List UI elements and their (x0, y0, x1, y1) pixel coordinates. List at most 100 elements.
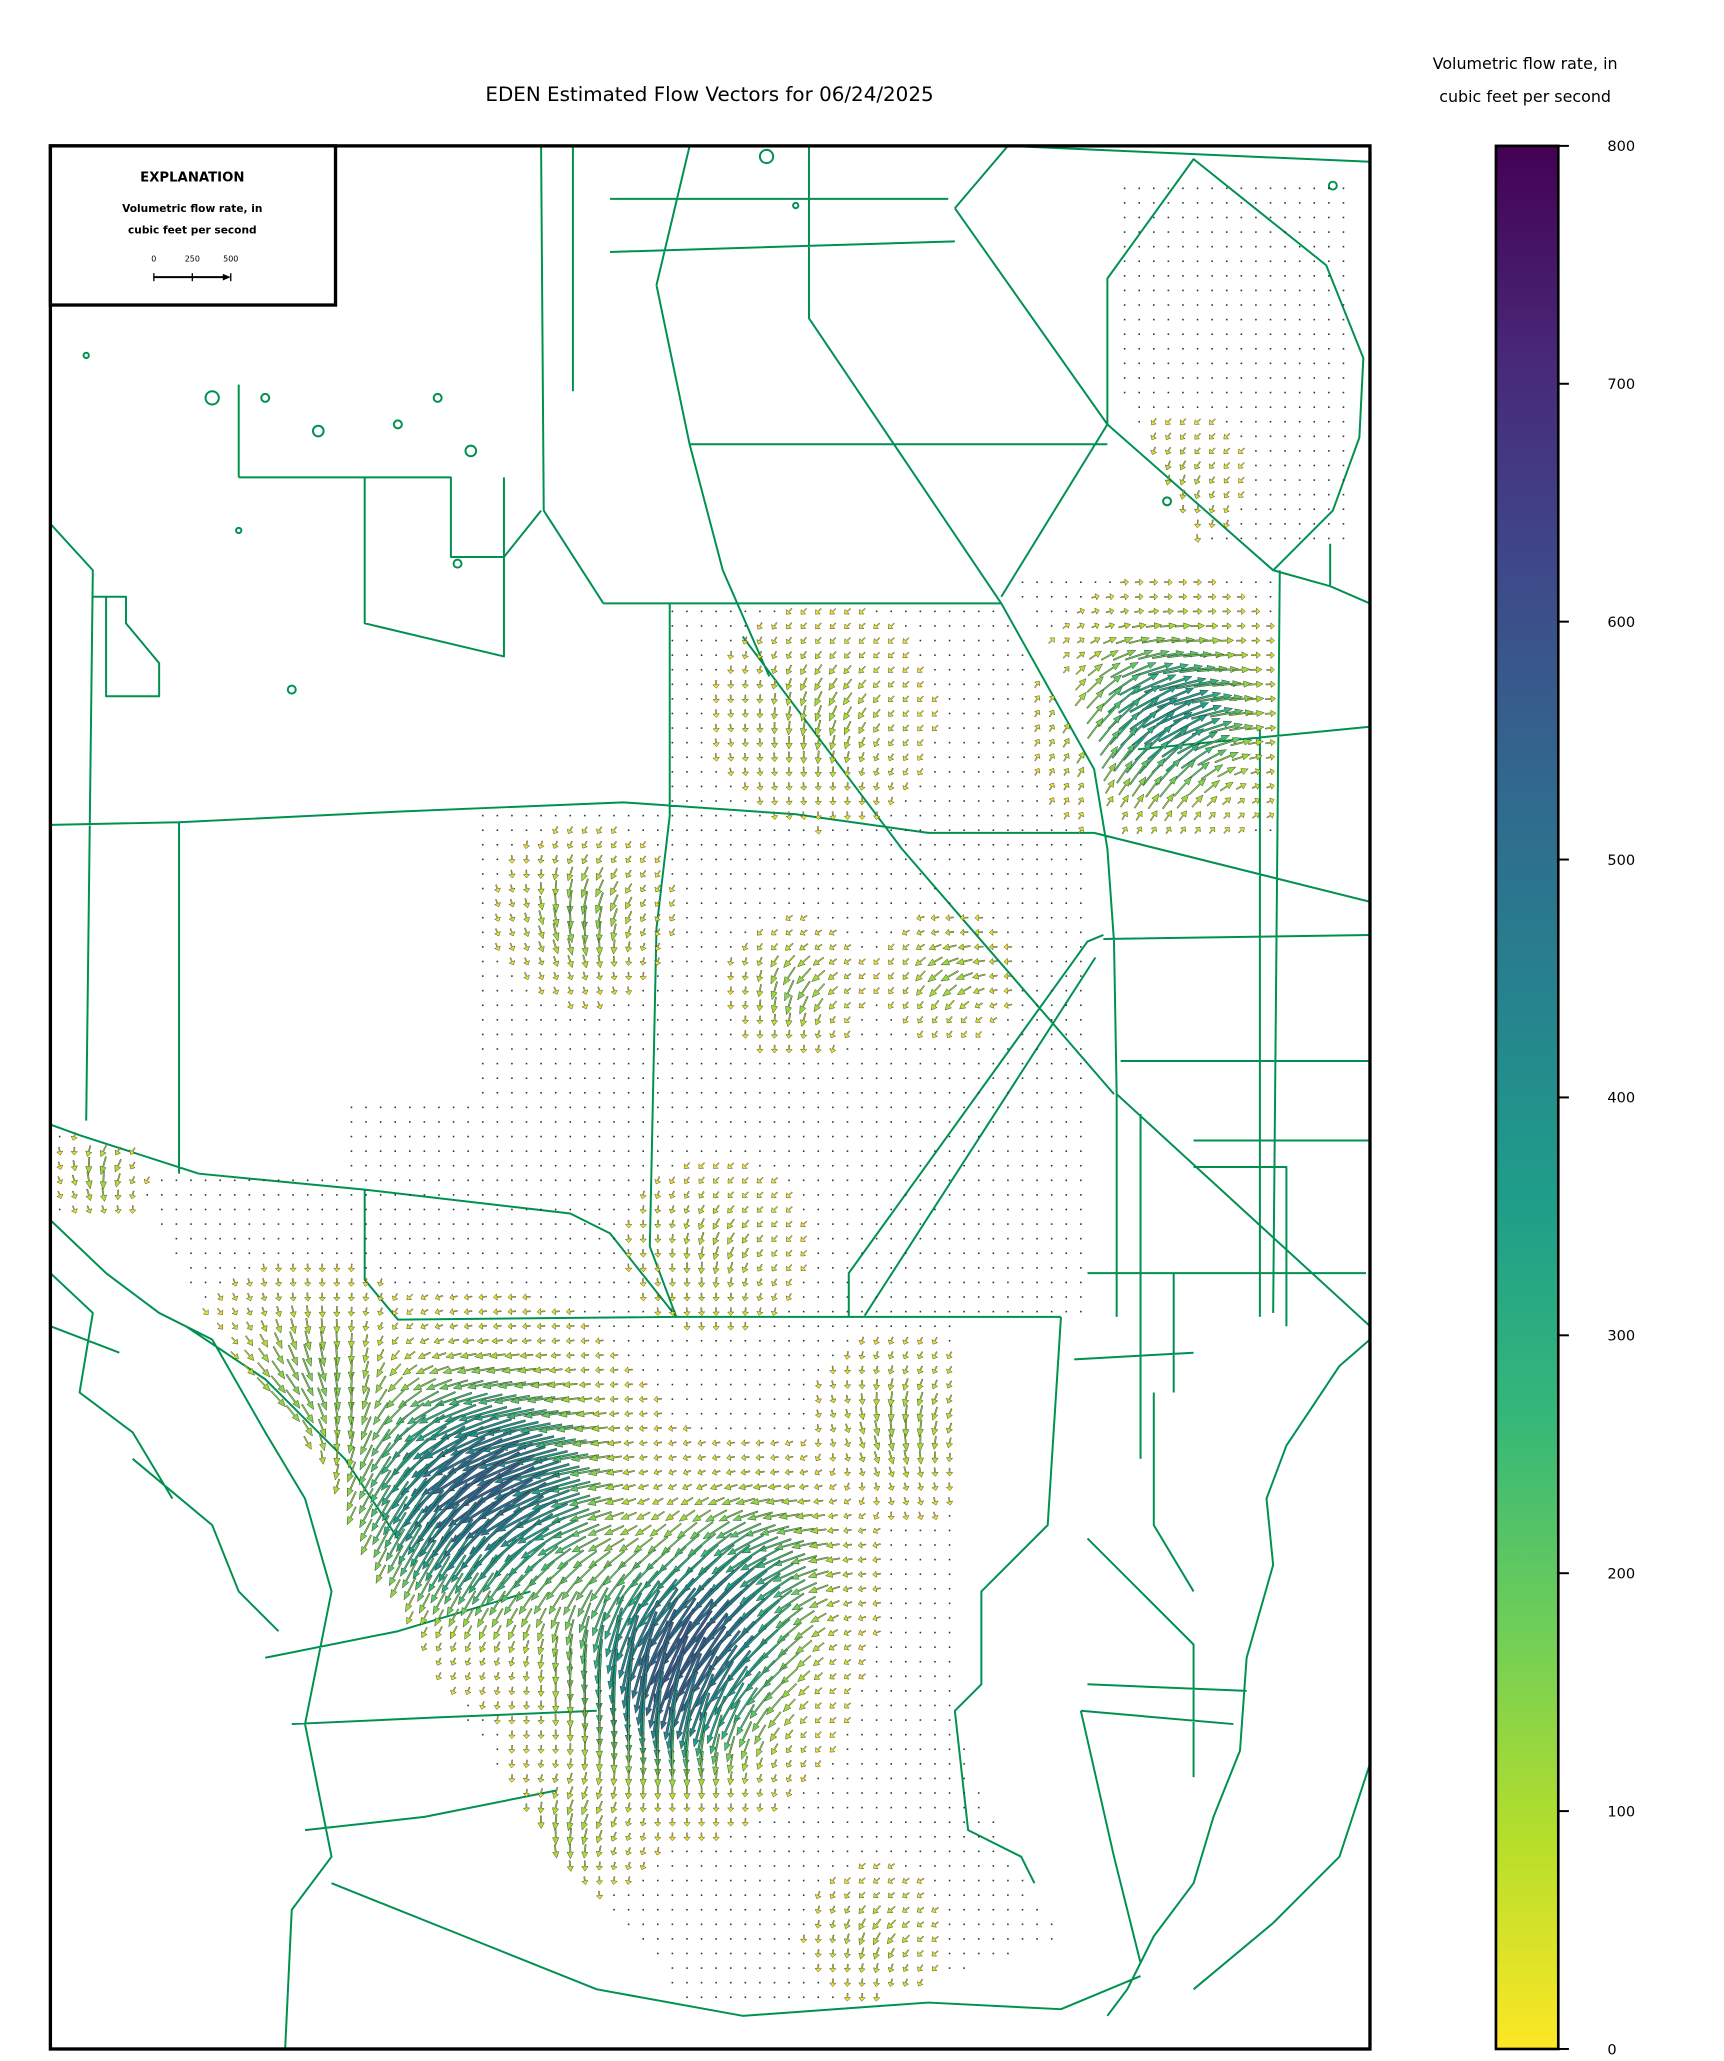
flow-dot (306, 1237, 309, 1240)
flow-dot (963, 1908, 965, 1911)
flow-dot (934, 1048, 936, 1050)
flow-dot (890, 1675, 893, 1678)
flow-dot (525, 1033, 528, 1036)
flow-dot (336, 1252, 338, 1255)
flow-vector (508, 957, 516, 966)
flow-vector (434, 1293, 444, 1301)
flow-vector (828, 691, 838, 707)
flow-dot (1152, 187, 1155, 190)
flow-dot (1342, 333, 1345, 335)
flow-vector (1152, 650, 1185, 660)
flow-vector (639, 1453, 648, 1462)
flow-vector (1247, 710, 1265, 717)
flow-vector (829, 720, 837, 737)
flow-dot (904, 1806, 907, 1809)
flow-dot (861, 1719, 863, 1721)
flow-vector (727, 665, 735, 675)
flow-dot (554, 1019, 557, 1021)
flow-vector (1165, 432, 1172, 440)
flow-dot (1240, 231, 1243, 233)
flow-dot (525, 1237, 528, 1240)
flow-dot (992, 843, 995, 846)
flow-dot (584, 1208, 586, 1211)
flow-dot (161, 1179, 163, 1182)
flow-vector (786, 607, 793, 615)
flow-dot (729, 1908, 732, 1911)
flow-vector (931, 1379, 939, 1390)
flow-vector (637, 1483, 649, 1491)
flow-dot (1328, 391, 1330, 394)
flow-dot (919, 814, 922, 817)
flow-dot (919, 1806, 922, 1809)
flow-dot (700, 887, 703, 890)
flow-vector (756, 1015, 764, 1025)
flow-dot (1284, 304, 1286, 306)
flow-vector (887, 1482, 895, 1491)
flow-dot (671, 712, 674, 715)
flow-dot (715, 960, 717, 963)
flow-vector (256, 1377, 271, 1392)
flow-vector (916, 1378, 924, 1391)
flow-dot (1036, 902, 1038, 904)
flow-vector (500, 1512, 554, 1548)
flow-dot (671, 1369, 674, 1371)
flow-vector (732, 1510, 759, 1521)
flow-vector (942, 984, 958, 997)
flow-vector (873, 1392, 881, 1407)
flow-vector (698, 1204, 705, 1215)
flow-vector (902, 1466, 910, 1478)
flow-dot (1240, 260, 1243, 263)
flow-dot (452, 1223, 455, 1225)
flow-vector (902, 710, 910, 717)
flow-vector (843, 1498, 852, 1505)
flow-vector (1133, 793, 1144, 809)
flow-dot (963, 1835, 965, 1838)
flow-dot (1036, 1281, 1038, 1284)
flow-vector (771, 1191, 779, 1198)
flow-dot (802, 1208, 805, 1211)
flow-dot (584, 1179, 586, 1182)
flow-dot (1080, 1281, 1082, 1284)
flow-dot (817, 1062, 820, 1065)
flow-dot (1269, 406, 1272, 408)
flow-dot (948, 727, 951, 729)
flow-dot (1080, 1019, 1082, 1021)
flow-dot (729, 814, 732, 817)
flow-dot (1240, 347, 1243, 350)
flow-dot (890, 1544, 893, 1546)
flow-vector (959, 928, 969, 936)
flow-vector (1230, 738, 1253, 747)
flow-dot (321, 1252, 324, 1255)
flow-dot (481, 1194, 484, 1196)
flow-vector (654, 1292, 662, 1302)
flow-dot (875, 1296, 878, 1298)
flow-dot (1050, 1237, 1053, 1240)
flow-dot (584, 1121, 586, 1123)
flow-dot (423, 1164, 426, 1167)
flow-dot (540, 1048, 542, 1050)
flow-dot (729, 1339, 732, 1342)
flow-vector (828, 1512, 838, 1520)
flow-vector (713, 1162, 720, 1169)
flow-vector (129, 1190, 137, 1200)
flow-dot (1021, 873, 1024, 875)
flow-dot (875, 902, 878, 904)
flow-dot (1050, 1208, 1053, 1211)
flow-dot (656, 975, 659, 977)
flow-dot (1036, 1121, 1038, 1123)
flow-vector (608, 1410, 620, 1418)
flow-dot (992, 727, 995, 729)
flow-dot (934, 1748, 936, 1751)
flow-vector (844, 735, 851, 750)
flow-vector (578, 1381, 591, 1389)
flow-vector (1120, 593, 1129, 601)
flow-dot (977, 1194, 980, 1196)
flow-vector (1164, 474, 1172, 486)
flow-vector (712, 1453, 721, 1462)
flow-dot (686, 654, 688, 656)
flow-dot (686, 1850, 688, 1853)
flow-vector (1264, 724, 1277, 732)
flow-dot (1021, 946, 1024, 948)
flow-vector (770, 1030, 779, 1039)
flow-vector (537, 1533, 575, 1556)
